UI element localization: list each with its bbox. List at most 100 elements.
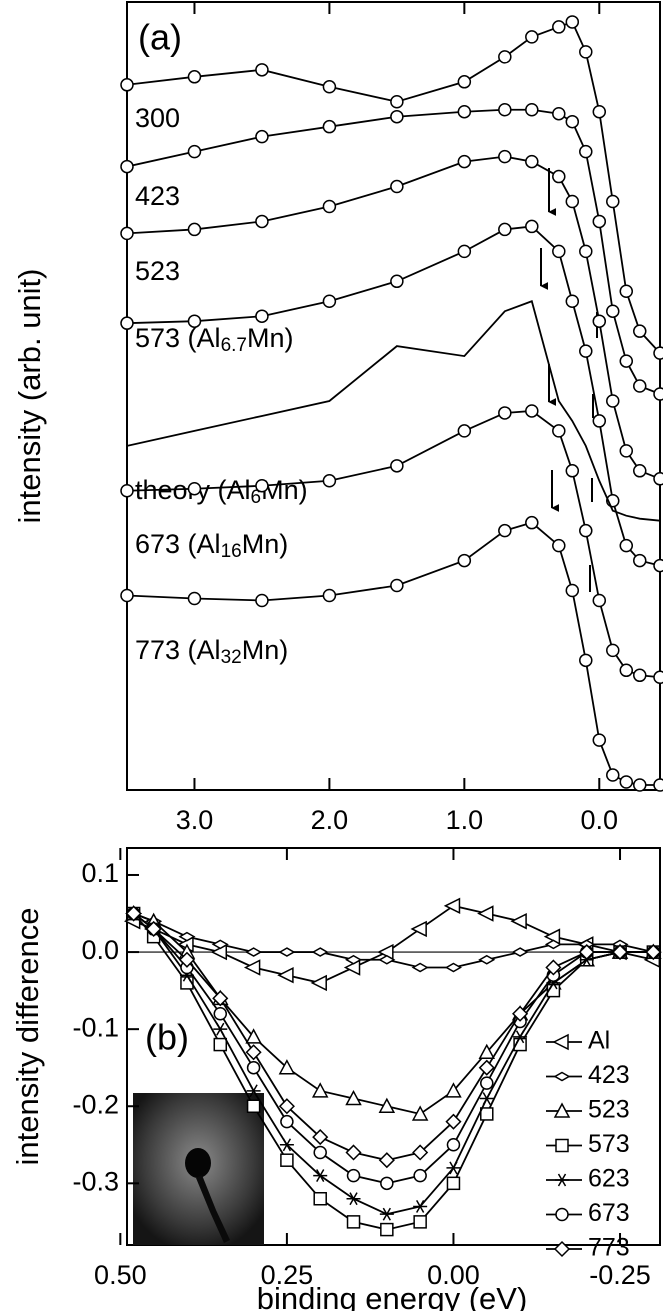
marker	[345, 1144, 362, 1161]
series-line	[126, 155, 661, 480]
marker	[446, 1176, 461, 1191]
marker	[246, 1084, 261, 1098]
marker	[457, 424, 472, 438]
subscript: 32	[221, 647, 242, 668]
marker	[645, 944, 662, 961]
marker	[592, 733, 607, 747]
marker	[478, 1043, 496, 1060]
marker	[498, 149, 512, 164]
marker	[619, 444, 634, 458]
x-tick-label: 1.0	[446, 805, 484, 835]
series-line	[126, 108, 661, 395]
marker	[633, 778, 647, 792]
x-axis-label: binding energy (eV)	[257, 1281, 528, 1311]
subscript: 6	[251, 487, 262, 508]
marker	[579, 45, 593, 59]
marker	[378, 1097, 396, 1113]
marker	[606, 394, 620, 408]
panel-label: (a)	[138, 17, 182, 58]
marker	[378, 1152, 395, 1169]
y-axis-label: intensity (arb. unit)	[12, 269, 47, 524]
marker	[346, 1168, 361, 1183]
x-tick-label: 0.25	[261, 1260, 314, 1290]
marker	[544, 939, 562, 950]
marker	[579, 523, 593, 538]
subscript: 16	[221, 541, 242, 562]
marker	[457, 104, 472, 119]
marker	[477, 905, 494, 922]
marker	[211, 939, 229, 950]
marker	[411, 1105, 429, 1121]
marker	[120, 316, 134, 330]
marker	[553, 1071, 571, 1082]
marker	[619, 284, 634, 299]
marker	[592, 414, 607, 428]
marker	[592, 214, 607, 229]
marker	[413, 1168, 427, 1183]
label-part: Mn)	[261, 475, 308, 505]
marker	[310, 974, 327, 992]
marker	[633, 379, 647, 393]
marker	[555, 1207, 569, 1222]
marker	[498, 222, 512, 237]
marker	[633, 324, 647, 338]
marker	[278, 947, 296, 957]
marker	[480, 1076, 494, 1090]
marker	[280, 1153, 294, 1167]
marker	[619, 538, 634, 553]
marker	[390, 94, 404, 109]
marker	[390, 274, 404, 289]
curve-label: 300	[135, 103, 180, 133]
marker	[498, 406, 512, 420]
marker	[457, 75, 472, 89]
marker	[346, 1192, 361, 1206]
marker	[145, 920, 162, 938]
marker	[412, 1144, 429, 1161]
marker	[280, 1114, 294, 1129]
marker	[413, 1200, 428, 1213]
label-part: 523	[135, 256, 180, 286]
marker	[255, 479, 269, 493]
y-tick-label: -0.1	[72, 1012, 119, 1042]
marker	[565, 464, 580, 478]
curve-label: 423	[135, 181, 180, 211]
marker	[246, 1060, 261, 1075]
marker	[380, 1176, 394, 1191]
marker	[619, 354, 634, 368]
marker	[457, 553, 472, 568]
marker	[606, 304, 620, 318]
annotations	[540, 168, 598, 592]
marker	[212, 990, 229, 1007]
marker	[606, 768, 620, 782]
marker	[279, 1138, 294, 1152]
marker	[322, 80, 337, 94]
marker	[410, 920, 427, 938]
marker	[322, 199, 337, 214]
marker	[187, 591, 202, 606]
y-axis-label: intensity difference	[10, 908, 45, 1166]
marker	[255, 309, 269, 323]
marker	[498, 523, 512, 538]
y-tick-label: -0.3	[72, 1166, 119, 1196]
marker	[525, 219, 539, 234]
marker	[555, 1173, 569, 1187]
marker	[611, 944, 629, 961]
marker	[378, 954, 396, 965]
series-line	[126, 410, 661, 679]
marker	[498, 50, 512, 64]
subscript: 6.7	[221, 335, 247, 356]
marker	[322, 119, 337, 134]
marker	[255, 593, 269, 608]
marker	[633, 553, 647, 568]
marker	[478, 954, 496, 965]
marker	[443, 897, 461, 915]
y-tick-label: 0.0	[81, 935, 119, 965]
marker	[478, 1059, 495, 1076]
marker	[633, 668, 647, 683]
curve-label: 523	[135, 256, 180, 286]
legend-label: 423	[588, 1061, 630, 1089]
marker	[187, 222, 202, 237]
marker	[346, 1215, 361, 1229]
axes-frame-b	[126, 847, 661, 1246]
marker	[445, 1113, 462, 1130]
